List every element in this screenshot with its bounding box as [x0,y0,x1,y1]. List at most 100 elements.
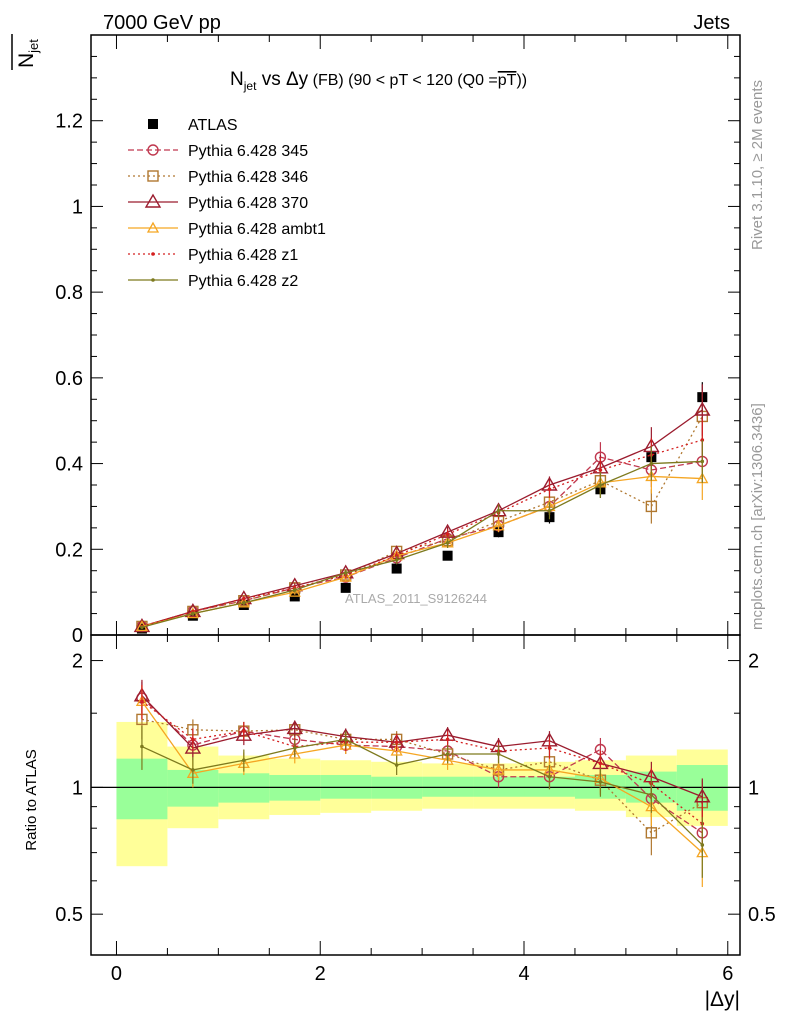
legend-item-3: Pythia 6.428 370 [128,193,308,212]
main-title-close: )) [516,72,527,89]
main-series-2-point [645,500,658,513]
legend-item-2: Pythia 6.428 346 [128,169,308,186]
ratio-series-5 [140,725,705,878]
legend-item-0-label: ATLAS [188,117,238,134]
ratio-series-4-point [598,761,603,766]
mcplots-label: mcplots.cern.ch [arXiv:1306.3436] [749,403,766,630]
ratio-series-0-line [141,697,703,834]
main-series-6-point [445,541,450,545]
legend: ATLAS Pythia 6.428 345 Pythia 6.428 346 Pyt… [128,117,326,290]
ratio-series-5-point [140,744,144,749]
ratio-series-2-point [286,720,303,735]
header-right: Jets [693,12,730,34]
ratio-series-5-line [141,738,703,846]
ratio-series-5-point [242,758,246,763]
ratio-xtick-label: 6 [722,963,733,985]
ratio-series-3-point [441,753,454,765]
main-series-4-point [135,620,149,632]
legend-item-6-label: Pythia 6.428 z2 [188,273,298,290]
main-series-0-point [442,550,453,561]
ratio-ytick-label-left: 2 [72,651,83,673]
main-series-4-point [288,585,301,597]
legend-item-5-label: Pythia 6.428 z1 [188,247,298,264]
main-ytick-label: 0.6 [55,368,83,390]
ratio-ytick-label-right: 0.5 [748,904,776,926]
legend-item-6-marker [151,278,155,282]
legend-item-1-marker [147,144,159,156]
header-left: 7000 GeV pp [103,12,221,34]
main-series-5-point [547,487,552,492]
main-series-0-point [187,610,198,621]
ratio-series-5-point [649,793,654,797]
main-ytick-label: 0 [72,625,83,647]
main-series-6-point [292,588,297,592]
ratio-series-5-point [343,737,348,742]
main-series-6-point [140,625,144,630]
main-series-6-point [700,459,705,464]
ratio-series-4-point [394,740,399,745]
main-title-dy: Δy [286,69,309,90]
ratio-series-3-line [141,701,703,854]
main-series-6-point [598,483,603,487]
main-ylabel-n: N [15,53,38,68]
watermark: ATLAS_2011_S9126244 [345,591,487,606]
main-ytick-label: 1.2 [55,111,83,133]
ratio-series-layer [133,679,711,888]
legend-item-1: Pythia 6.428 345 [128,143,308,160]
ratio-series-5-point [496,752,501,756]
ratio-panel: 0.5 0.5 1 1 2 2 0 2 4 6 Ratio to ATLAS |Δy| [23,634,776,1011]
main-series-5-point [598,468,603,472]
ratio-series-3-point [492,763,505,775]
ratio-series-2-line [141,695,703,798]
ratio-xtick-label: 4 [518,963,529,985]
ratio-series-4-line [141,700,703,825]
ratio-series-4-point [191,737,195,742]
ratio-frame [90,634,741,956]
main-title-vs: vs [256,69,286,90]
main-series-6-point [191,611,195,616]
legend-item-4: Pythia 6.428 ambt1 [128,221,326,238]
legend-item-6: Pythia 6.428 z2 [128,273,298,290]
ratio-series-2-point [694,788,711,803]
ratio-series-1-point [645,827,658,839]
main-ticks-layer [91,34,740,636]
legend-item-5: Pythia 6.428 z1 [128,247,298,264]
ratio-series-4-point [445,737,450,742]
main-series-6-point [547,508,552,513]
main-series-3-point [694,401,711,416]
main-series-6-line [141,460,703,628]
main-ylabel-sub: jet [26,39,41,54]
ratio-xtick-labels: 0 2 4 6 [111,963,733,985]
main-series-5-point [445,532,450,537]
main-series-6-point [394,558,399,562]
legend-item-0: ATLAS [148,117,238,134]
legend-item-3-marker [144,193,162,208]
main-ytick-label: 0.8 [55,282,83,304]
main-series-6-point [343,571,348,575]
ratio-series-3-point [390,744,403,756]
main-ylabel: Njet [15,39,41,68]
ratio-series-5-point [445,752,450,756]
legend-item-4-label: Pythia 6.428 ambt1 [188,221,326,238]
main-series-1-line [141,456,703,628]
rivet-label: Rivet 3.1.10, ≥ 2M events [749,80,766,250]
ratio-series-5-point [700,843,705,847]
ratio-bands-layer [116,721,728,867]
ratio-series-5-point [191,768,195,772]
main-title-sub: jet [243,79,257,93]
ratio-series-1-line [141,718,703,834]
ratio-ytick-label-left: 0.5 [55,904,83,926]
ratio-series-5-point [394,763,399,767]
ratio-ytick-labels: 0.5 0.5 1 1 2 2 [55,651,776,927]
legend-item-3-label: Pythia 6.428 370 [188,195,308,212]
main-ytick-label: 0.4 [55,454,83,476]
ratio-xtick-label: 2 [315,963,326,985]
legend-item-1-label: Pythia 6.428 345 [188,143,308,160]
ratio-ytick-label-left: 1 [72,777,83,799]
ratio-band-inner [422,776,474,797]
legend-item-2-label: Pythia 6.428 346 [188,169,308,186]
main-title-n: N [230,69,244,90]
ratio-series-4-point [140,699,144,704]
